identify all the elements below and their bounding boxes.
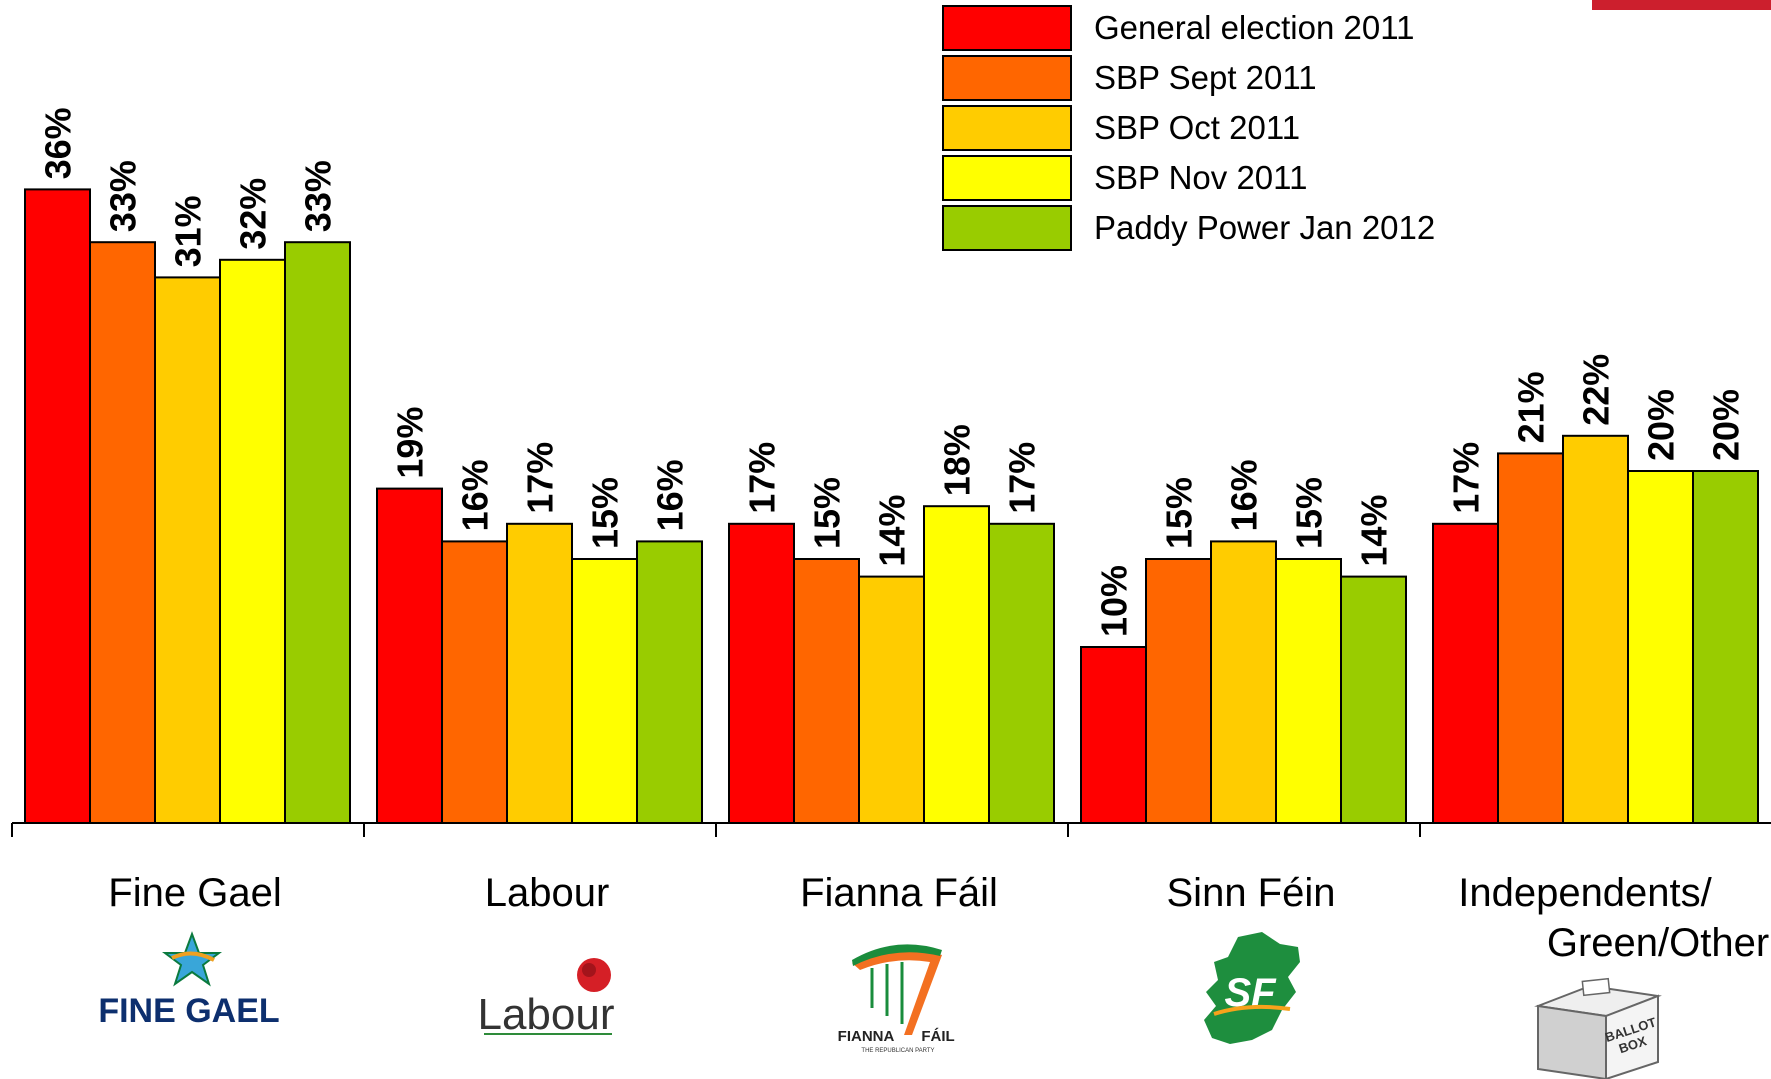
bar-3-0	[1080, 646, 1147, 824]
bar-3-4	[1340, 575, 1407, 824]
bar-1-4	[636, 540, 703, 825]
bar-0-4	[284, 241, 351, 824]
ballot-box-icon: BALLOT BOX	[1534, 977, 1662, 1079]
ireland-map-icon	[1204, 932, 1300, 1044]
bar-4-0	[1432, 522, 1499, 824]
fianna-fail-logo-subtitle: THE REPUBLICAN PARTY	[861, 1048, 934, 1054]
category-label-0: Fine Gael	[108, 871, 281, 915]
category-labels: Fine Gael Labour Fianna Fáil Sinn Féin Indep…	[108, 871, 1769, 965]
category-label-3: Sinn Féin	[1167, 871, 1336, 915]
bar-0-1	[89, 241, 156, 824]
bar-0-2	[154, 276, 221, 824]
value-label-0-4: 33%	[298, 160, 339, 232]
fianna-fail-logo-text-2: FÁIL	[921, 1028, 954, 1045]
bar-4-3	[1627, 470, 1694, 824]
bar-1-1	[441, 540, 508, 825]
value-label-4-0: 17%	[1446, 442, 1487, 514]
value-label-0-2: 31%	[168, 195, 209, 267]
labour-logo-text: Labour	[477, 990, 614, 1039]
fianna-fail-logo-text: FIANNA	[838, 1028, 895, 1045]
value-label-0-1: 33%	[103, 160, 144, 232]
value-label-1-0: 19%	[390, 407, 431, 479]
value-label-2-3: 18%	[937, 424, 978, 496]
bar-3-2	[1210, 540, 1277, 825]
value-label-0-0: 36%	[38, 107, 79, 179]
fine-gael-logo: FINE GAEL	[98, 931, 280, 1030]
legend: General election 2011 SBP Sept 2011 SBP Oc…	[942, 5, 1435, 251]
bar-1-2	[506, 522, 573, 824]
legend-swatch-0	[942, 5, 1072, 51]
value-label-0-3: 32%	[233, 178, 274, 250]
corner-tag	[1592, 0, 1771, 10]
bar-2-3	[923, 505, 990, 824]
bar-1-3	[571, 558, 638, 824]
x-axis-ticks	[11, 823, 1421, 837]
bar-2-2	[858, 575, 925, 824]
bar-0-3	[219, 258, 286, 824]
value-label-4-3: 20%	[1641, 389, 1682, 461]
fine-gael-star-icon	[162, 931, 222, 987]
bar-4-4	[1692, 470, 1759, 824]
value-label-3-1: 15%	[1159, 477, 1200, 549]
value-label-1-4: 16%	[650, 459, 691, 531]
bars-layer	[24, 188, 1759, 825]
bar-1-0	[376, 487, 443, 824]
value-label-2-4: 17%	[1002, 442, 1043, 514]
bar-2-0	[728, 522, 795, 824]
value-label-2-2: 14%	[872, 495, 913, 567]
bar-4-2	[1562, 434, 1629, 824]
value-label-4-1: 21%	[1511, 371, 1552, 443]
value-label-1-3: 15%	[585, 477, 626, 549]
value-label-4-2: 22%	[1576, 354, 1617, 426]
bar-2-1	[793, 558, 860, 824]
bar-4-1	[1497, 452, 1564, 824]
legend-label-2: SBP Oct 2011	[1094, 109, 1300, 146]
category-label-1: Labour	[485, 871, 610, 915]
value-label-4-4: 20%	[1706, 389, 1747, 461]
value-labels-layer: 36% 33% 31% 32% 33% 19% 16% 17% 15% 16% 17% 15% 14% 1…	[38, 107, 1747, 637]
legend-swatch-1	[942, 55, 1072, 101]
bar-0-0	[24, 188, 91, 824]
bar-3-3	[1275, 558, 1342, 824]
labour-logo: Labour	[477, 958, 615, 1039]
value-label-1-2: 17%	[520, 442, 561, 514]
bar-3-1	[1145, 558, 1212, 824]
category-label-2: Fianna Fáil	[800, 871, 998, 915]
category-label-4: Independents/Green/Other	[1458, 871, 1769, 965]
legend-swatch-3	[942, 155, 1072, 201]
legend-swatch-4	[942, 205, 1072, 251]
legend-label-4: Paddy Power Jan 2012	[1094, 209, 1435, 246]
value-label-3-0: 10%	[1094, 565, 1135, 637]
value-label-2-1: 15%	[807, 477, 848, 549]
fianna-fail-harp-icon	[852, 950, 942, 1035]
value-label-3-3: 15%	[1289, 477, 1330, 549]
legend-label-3: SBP Nov 2011	[1094, 159, 1307, 196]
legend-label-1: SBP Sept 2011	[1094, 59, 1317, 96]
sinn-fein-logo: SF	[1204, 932, 1300, 1044]
value-label-3-2: 16%	[1224, 459, 1265, 531]
value-label-1-1: 16%	[455, 459, 496, 531]
fine-gael-logo-text: FINE GAEL	[98, 992, 279, 1030]
legend-label-0: General election 2011	[1094, 9, 1414, 46]
labour-rose-icon	[577, 958, 611, 992]
value-label-3-4: 14%	[1354, 495, 1395, 567]
legend-swatch-2	[942, 105, 1072, 151]
value-label-2-0: 17%	[742, 442, 783, 514]
bar-2-4	[988, 522, 1055, 824]
fianna-fail-logo: FIANNA FÁIL THE REPUBLICAN PARTY	[838, 944, 955, 1054]
